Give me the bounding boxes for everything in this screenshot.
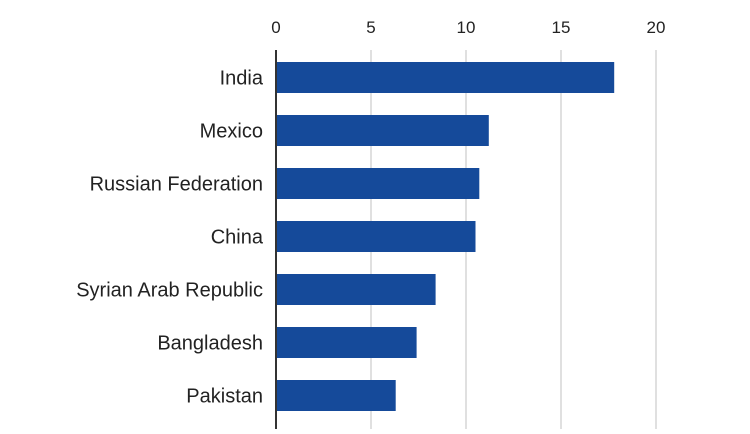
category-label: China <box>211 227 264 249</box>
category-label: India <box>220 68 264 90</box>
x-tick-label: 0 <box>271 18 280 37</box>
bar-russian-federation <box>276 168 480 199</box>
x-tick-label: 15 <box>552 18 571 37</box>
category-label: Russian Federation <box>90 174 263 196</box>
bar-bangladesh <box>276 327 417 358</box>
x-tick-label: 5 <box>366 18 375 37</box>
x-tick-label: 10 <box>457 18 476 37</box>
category-label: Pakistan <box>186 386 263 408</box>
category-label: Bangladesh <box>157 333 263 355</box>
bar-syrian-arab-republic <box>276 274 436 305</box>
x-tick-label: 20 <box>647 18 666 37</box>
category-label: Mexico <box>200 121 263 143</box>
bar-china <box>276 221 476 252</box>
category-label: Syrian Arab Republic <box>76 280 263 302</box>
bar-pakistan <box>276 380 396 411</box>
bar-india <box>276 62 615 93</box>
bar-mexico <box>276 115 489 146</box>
